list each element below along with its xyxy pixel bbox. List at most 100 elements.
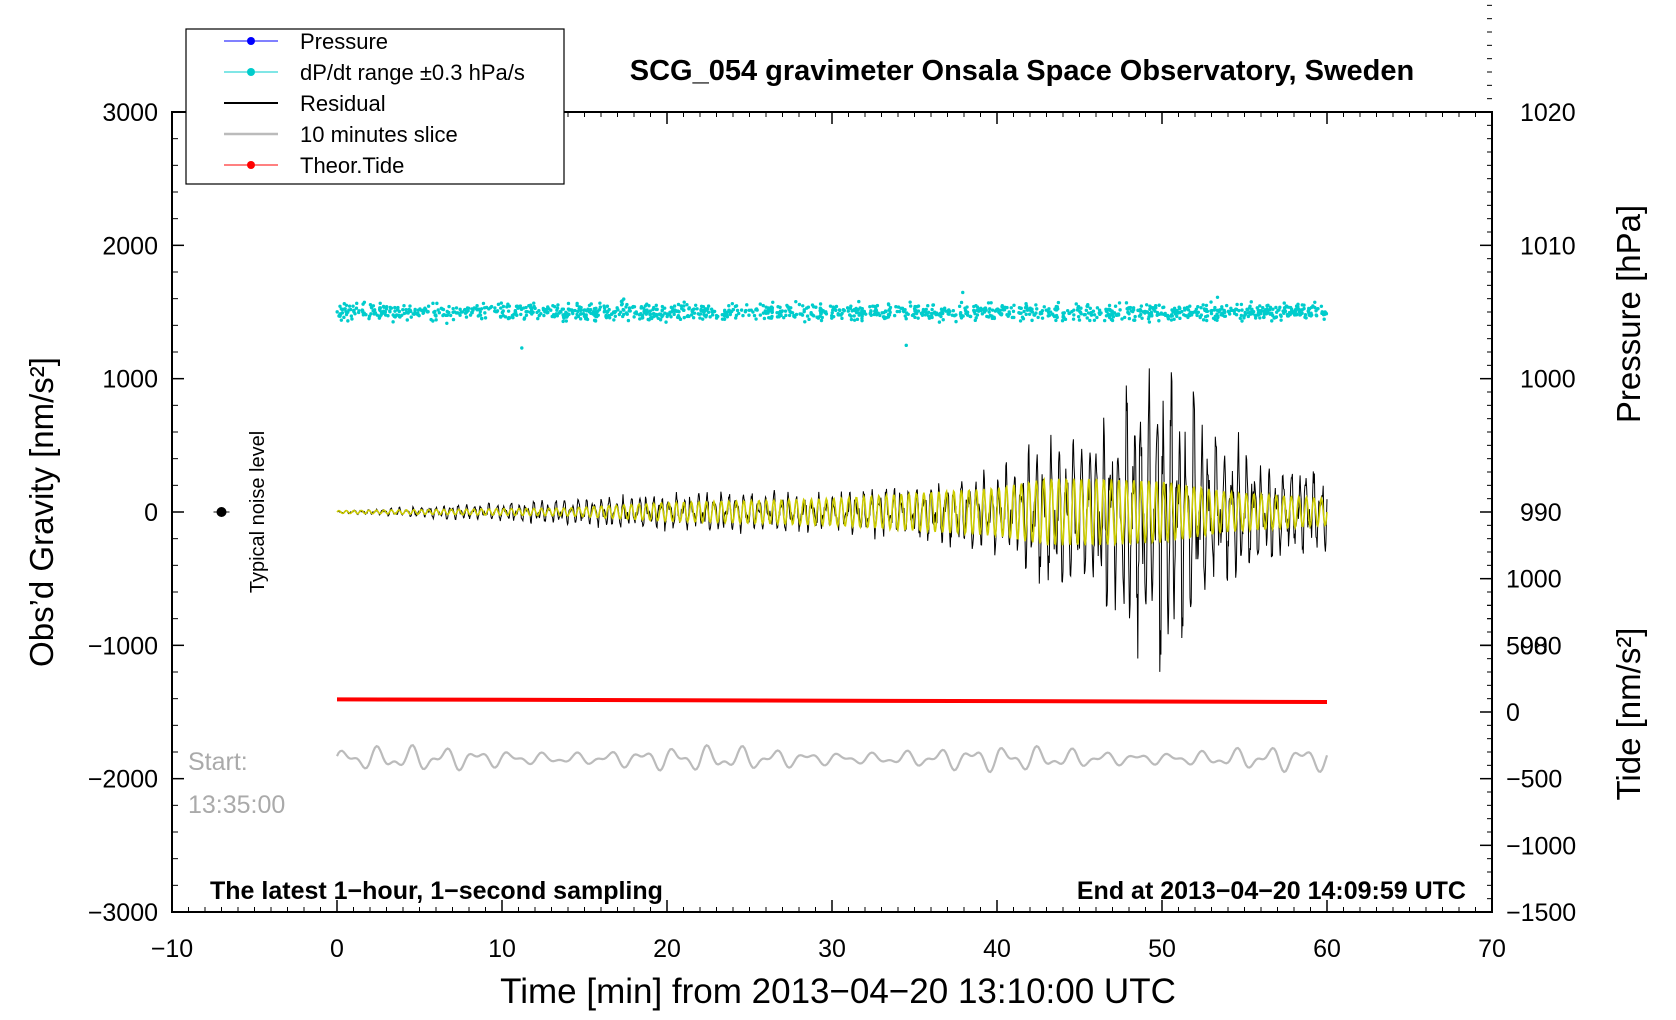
dpdt-point	[435, 301, 439, 306]
dpdt-point	[564, 310, 568, 315]
dpdt-point	[1172, 306, 1177, 311]
dpdt-point	[728, 312, 733, 317]
slice-series	[336, 743, 1329, 774]
dpdt-point	[406, 311, 410, 315]
dpdt-point	[818, 306, 823, 310]
dpdt-point	[800, 313, 805, 317]
dpdt-point	[768, 316, 772, 320]
dpdt-point	[1232, 309, 1236, 313]
dpdt-point	[612, 318, 616, 322]
dpdt-point	[1239, 313, 1244, 318]
dpdt-point	[1088, 306, 1093, 310]
dpdt-point	[1118, 308, 1122, 312]
dpdt-point	[845, 306, 850, 310]
dpdt-point	[1253, 313, 1257, 317]
dpdt-point	[555, 306, 560, 310]
dpdt-point	[745, 303, 749, 307]
dpdt-point	[902, 309, 906, 314]
dpdt-point	[426, 304, 431, 308]
dpdt-point	[926, 304, 930, 308]
dpdt-point	[479, 307, 484, 311]
dpdt-point	[1046, 314, 1050, 318]
dpdt-point	[384, 304, 389, 309]
x-axis-label: Time [min] from 2013−04−20 13:10:00 UTC	[500, 972, 1176, 1011]
dpdt-point	[1154, 305, 1158, 310]
dpdt-point	[357, 309, 361, 313]
dpdt-point	[1097, 308, 1102, 312]
dpdt-point	[1169, 318, 1174, 322]
dpdt-point	[1282, 301, 1286, 305]
pressure-tick-label: 1020	[1520, 99, 1576, 127]
dpdt-point	[441, 313, 445, 318]
dpdt-point	[416, 312, 420, 317]
dpdt-point	[682, 300, 686, 304]
dpdt-point	[1258, 316, 1262, 320]
dpdt-point	[362, 300, 367, 304]
dpdt-point	[674, 309, 678, 313]
dpdt-point	[730, 301, 735, 306]
dpdt-point	[475, 304, 479, 308]
dpdt-point	[701, 308, 705, 313]
dpdt-point	[882, 310, 886, 315]
dpdt-point	[377, 316, 382, 320]
dpdt-point	[758, 302, 762, 306]
dpdt-point	[931, 303, 935, 307]
dpdt-point	[734, 313, 739, 318]
dpdt-point	[550, 314, 554, 319]
dpdt-point	[478, 309, 482, 314]
dpdt-point	[988, 313, 992, 318]
dpdt-point	[853, 308, 858, 313]
dpdt-point	[626, 318, 631, 323]
dpdt-point	[830, 311, 834, 315]
dpdt-point	[783, 309, 788, 313]
dpdt-point	[871, 304, 875, 308]
dpdt-point	[391, 313, 395, 317]
dpdt-point	[454, 311, 459, 315]
dpdt-point	[1282, 311, 1286, 315]
dpdt-point	[394, 313, 399, 317]
dpdt-point	[1294, 307, 1298, 311]
dpdt-point	[1076, 314, 1081, 319]
dpdt-point	[1077, 318, 1082, 322]
dpdt-point	[769, 305, 774, 309]
legend-label: Residual	[300, 91, 386, 116]
dpdt-point	[1133, 314, 1137, 319]
dpdt-point	[1040, 308, 1045, 313]
dpdt-point	[828, 304, 833, 308]
dpdt-point	[989, 301, 993, 305]
dpdt-point	[913, 315, 917, 320]
dpdt-point	[454, 306, 459, 310]
legend-item-slice: 10 minutes slice	[224, 122, 458, 147]
dpdt-point	[701, 304, 706, 309]
dpdt-point	[734, 316, 738, 320]
y-axis-label-pressure: Pressure [hPa]	[1610, 205, 1647, 423]
dpdt-point	[1279, 318, 1283, 322]
dpdt-point	[615, 306, 619, 310]
dpdt-point	[916, 316, 920, 320]
dpdt-point	[369, 305, 374, 309]
dpdt-point	[1223, 314, 1228, 318]
dpdt-point	[1186, 314, 1190, 318]
dpdt-point	[731, 307, 735, 312]
dpdt-point	[413, 307, 417, 312]
tide-tick-label: −1000	[1506, 832, 1576, 860]
dpdt-point	[496, 302, 501, 307]
dpdt-point	[720, 317, 725, 321]
dpdt-point	[1010, 315, 1015, 320]
dpdt-point	[837, 308, 842, 312]
dpdt-point	[1277, 308, 1281, 312]
dpdt-point	[437, 311, 442, 315]
dpdt-point	[463, 307, 467, 312]
dpdt-point	[495, 309, 499, 314]
dpdt-point	[814, 305, 818, 309]
dpdt-point	[897, 309, 902, 314]
dpdt-point	[656, 316, 660, 321]
dpdt-point	[670, 309, 675, 313]
dpdt-point	[576, 309, 580, 314]
dpdt-point	[639, 311, 643, 316]
dpdt-point	[404, 307, 408, 312]
dpdt-point	[524, 305, 528, 310]
dpdt-point	[520, 346, 524, 350]
dpdt-point	[1234, 307, 1239, 312]
dpdt-point	[1098, 312, 1102, 317]
